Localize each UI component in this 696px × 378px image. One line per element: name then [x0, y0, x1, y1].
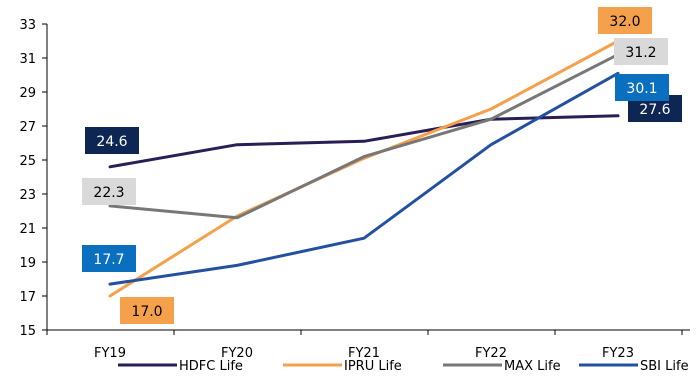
data-label: 17.0	[131, 304, 162, 320]
data-label: 17.7	[93, 252, 124, 268]
y-tick-label: 31	[19, 52, 36, 67]
series-line-ipru-life	[108, 39, 620, 298]
data-label: 27.6	[639, 102, 670, 118]
data-label-box	[614, 38, 668, 65]
series-line-sbi-life	[108, 71, 620, 286]
data-label: 31.2	[625, 45, 656, 61]
data-label: 22.3	[93, 185, 124, 201]
legend-label: IPRU Life	[344, 359, 402, 374]
y-tick-label: 33	[19, 18, 36, 33]
legend-label: MAX Life	[504, 359, 561, 374]
data-label-box	[598, 7, 652, 34]
x-tick-label: FY22	[475, 346, 507, 361]
data-label-box	[85, 127, 139, 154]
y-tick-label: 21	[19, 222, 36, 237]
y-tick-label: 17	[19, 290, 36, 305]
legend-label: HDFC Life	[179, 359, 243, 374]
y-tick-label: 27	[19, 120, 36, 135]
y-tick-label: 19	[19, 256, 36, 271]
x-tick-label: FY23	[602, 346, 634, 361]
data-label: 30.1	[626, 81, 657, 97]
y-tick-label: 15	[19, 324, 36, 339]
x-tick-label: FY20	[221, 346, 253, 361]
x-tick-label: FY21	[348, 346, 380, 361]
chart-axes: 15 17 19 21 23 25 27 29 31 33 FY19 FY20 FY21 FY22 FY23	[19, 18, 690, 361]
y-tick-label: 29	[19, 86, 36, 101]
data-label-box	[120, 297, 174, 324]
data-label: 32.0	[609, 14, 640, 30]
legend: HDFC Life IPRU Life MAX Life SBI Life	[118, 359, 689, 374]
legend-label: SBI Life	[640, 359, 689, 374]
data-label: 24.6	[96, 134, 127, 150]
series-line-hdfc-life	[108, 114, 620, 169]
y-tick-label: 25	[19, 154, 36, 169]
series-lines	[108, 39, 620, 298]
y-tick-label: 23	[19, 188, 36, 203]
data-label-box	[82, 178, 136, 205]
data-label-box	[82, 245, 136, 272]
data-labels: 24.6 27.6 17.0 32.0 22.3 31.2 17.7 30.1	[82, 7, 682, 324]
x-tick-label: FY19	[94, 346, 126, 361]
data-label-box	[615, 74, 669, 101]
series-line-max-life	[108, 53, 620, 220]
